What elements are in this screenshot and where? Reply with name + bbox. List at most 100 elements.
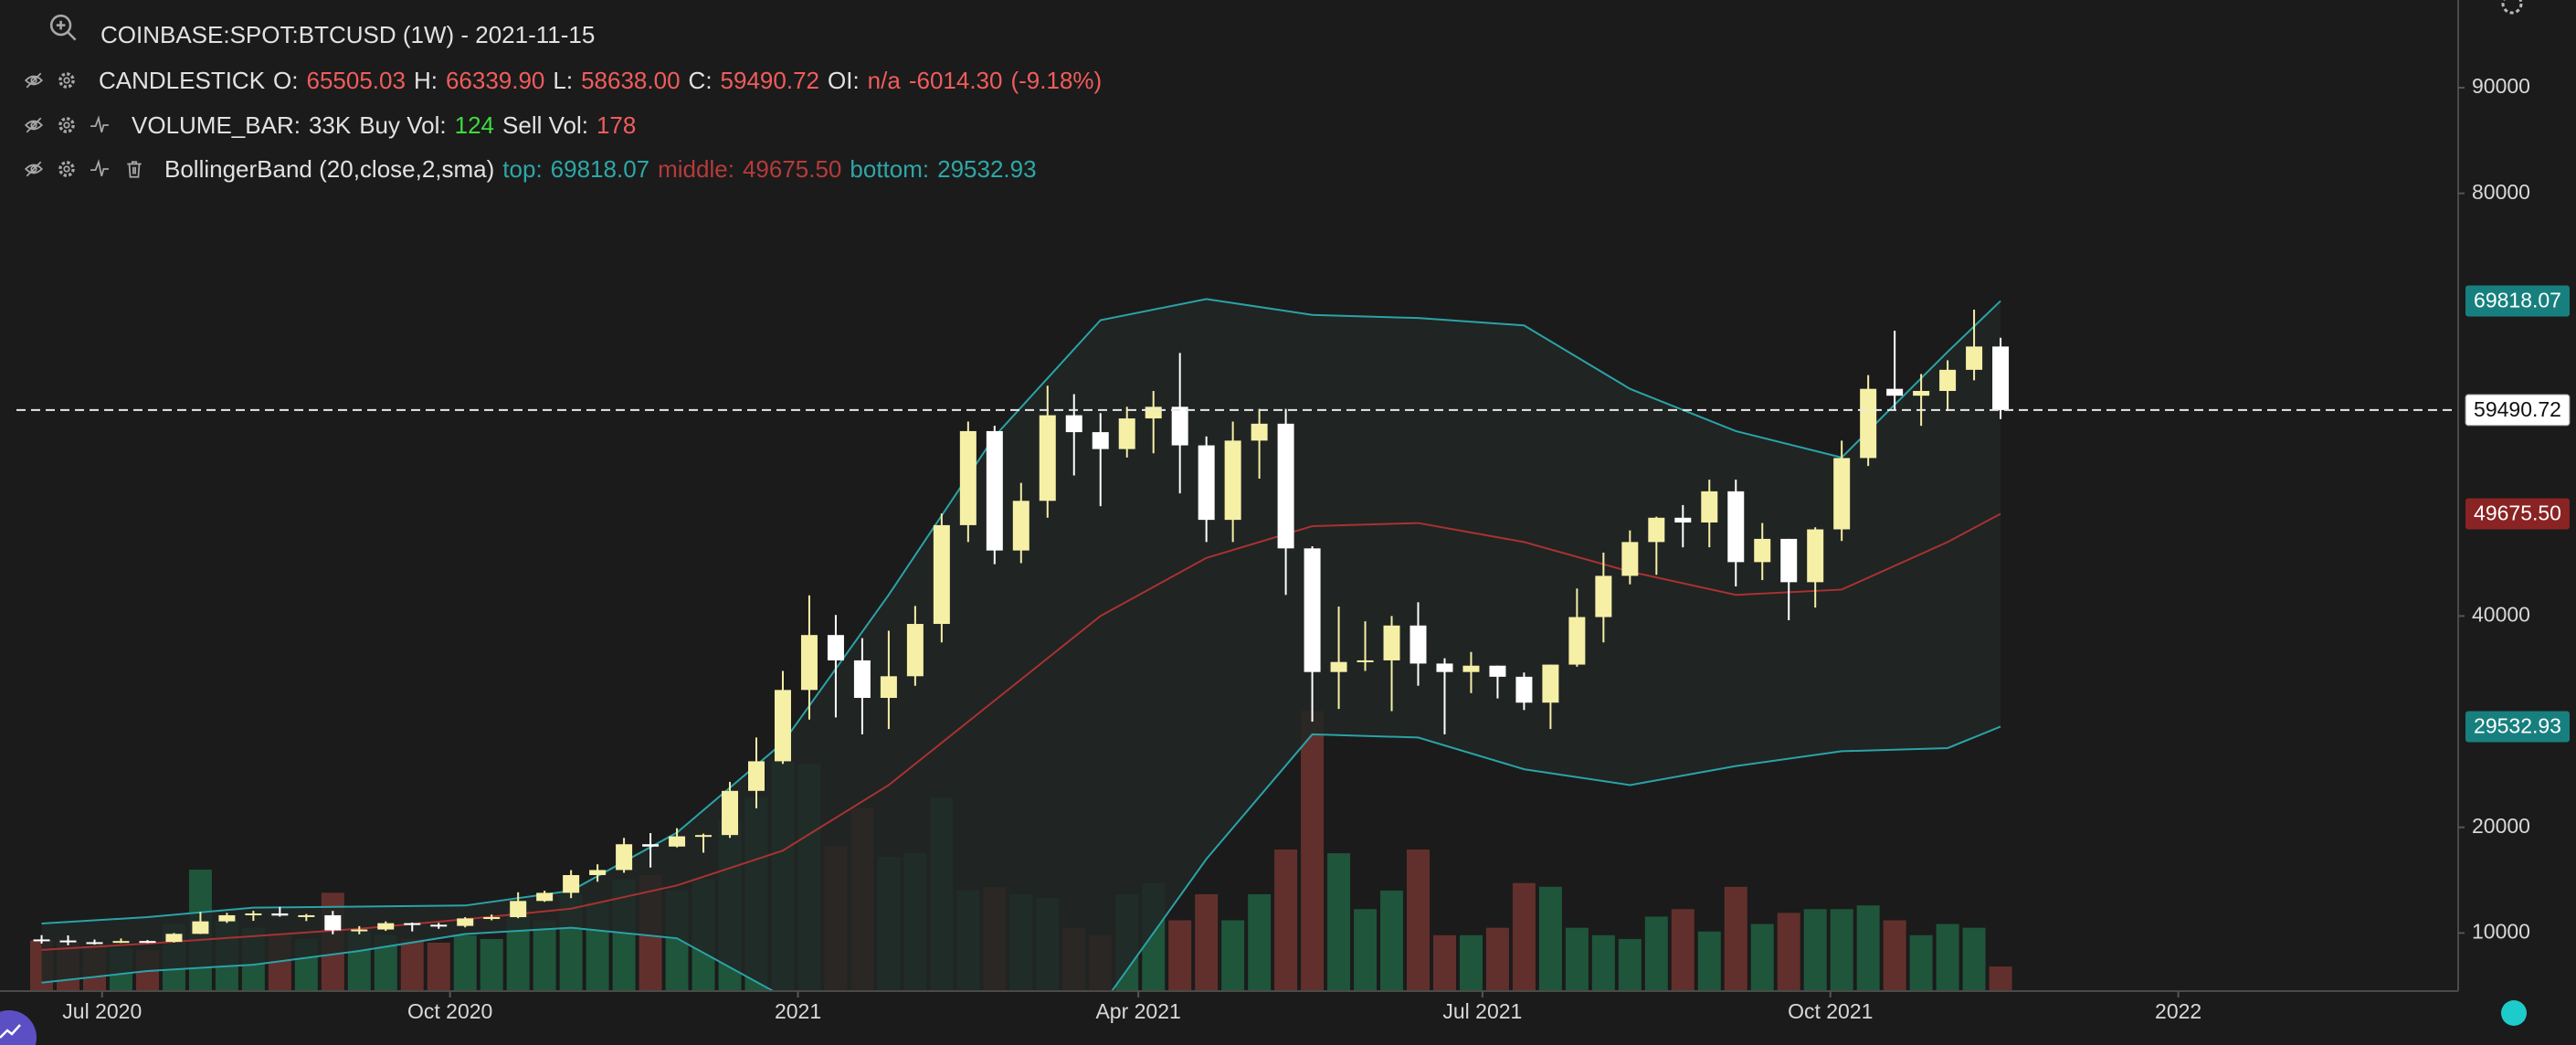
price-badge	[2465, 285, 2570, 317]
settings-icon[interactable]	[57, 159, 77, 179]
candle-body	[1012, 501, 1029, 551]
y-tick-label: 90000	[2472, 74, 2530, 98]
delete-icon[interactable]	[124, 159, 144, 179]
legend-value: 65505.03	[306, 67, 406, 94]
volume-bar	[1618, 938, 1642, 991]
candle-body	[1065, 415, 1082, 433]
volume-bar	[1168, 920, 1192, 991]
candle-body	[483, 917, 501, 920]
indicator-icon[interactable]	[90, 159, 110, 179]
candle-body	[377, 923, 395, 930]
x-tick-label: 2022	[2155, 999, 2201, 1023]
candle-body	[1357, 660, 1374, 662]
candle-body	[986, 430, 1003, 551]
x-tick-label: Jul 2020	[62, 999, 142, 1023]
band-line	[41, 298, 2001, 924]
candle-body	[1780, 538, 1798, 583]
candle-body	[1330, 661, 1347, 672]
candle-body	[1224, 440, 1241, 521]
hide-icon[interactable]	[24, 159, 44, 179]
bands-legend: BollingerBand (20,close,2,sma) top: 69818.…	[164, 154, 1045, 184]
candle-body	[1754, 538, 1771, 563]
price-badge	[2465, 711, 2570, 743]
candle-body	[1595, 575, 1612, 618]
volume-bar	[1354, 909, 1378, 991]
legend-value: n/a	[867, 67, 901, 94]
status-dot[interactable]	[2501, 1000, 2527, 1026]
volume-bar	[1248, 893, 1272, 991]
settings-button[interactable]	[2501, 0, 2523, 15]
candle-body	[748, 761, 765, 791]
candle-body	[1701, 491, 1718, 522]
volume-bar	[1301, 711, 1325, 991]
candle-body	[457, 918, 474, 926]
volume-bar	[1512, 882, 1536, 991]
x-tick-label: Jul 2021	[1442, 999, 1522, 1023]
candle-body	[1833, 458, 1851, 530]
legend-key: L:	[553, 67, 574, 94]
candle-body	[933, 524, 950, 625]
candle-body	[1251, 423, 1268, 441]
price-badge-label: 49675.50	[2474, 501, 2561, 525]
volume-bar	[1856, 905, 1880, 991]
volume-bar	[480, 938, 503, 991]
candle-body	[86, 942, 103, 945]
legend-value: 66339.90	[445, 67, 545, 94]
x-tick-label: Apr 2021	[1095, 999, 1180, 1023]
candle-body	[324, 914, 342, 931]
band-line	[41, 512, 2001, 951]
candle-body	[218, 914, 236, 922]
candle-body	[192, 921, 209, 934]
settings-icon[interactable]	[57, 115, 77, 135]
candle-body	[642, 844, 660, 847]
candle-body	[1145, 406, 1162, 419]
volume-bar	[1883, 920, 1906, 991]
candle-body	[271, 913, 289, 916]
price-badge	[2465, 498, 2570, 530]
y-tick-label: 80000	[2472, 180, 2530, 204]
volume-bar	[1432, 934, 1456, 991]
candle-body	[351, 929, 368, 932]
change-pct: (-9.18%)	[1010, 67, 1103, 94]
legend-value: 49675.50	[742, 155, 842, 183]
volume-bar	[1830, 909, 1853, 991]
candle-body	[510, 901, 527, 918]
legend-key: OI:	[828, 67, 860, 94]
candle-body	[1039, 415, 1056, 501]
candle-body	[1674, 517, 1692, 522]
volume-bar	[1407, 850, 1430, 991]
change: -6014.30	[908, 67, 1003, 94]
legend-key: C:	[688, 67, 713, 94]
volume-bar	[1380, 890, 1404, 991]
legend-value: 58638.00	[581, 67, 681, 94]
hide-icon[interactable]	[24, 70, 44, 90]
candle-body	[1860, 388, 1877, 459]
volume-bar	[453, 934, 477, 991]
candle-body	[245, 913, 262, 915]
volume-bar	[1221, 920, 1245, 991]
indicator-icon[interactable]	[90, 115, 110, 135]
plot-area	[16, 298, 2458, 991]
axes: 10000 20000 40000 80000 90000 Jul 2020 Oct 202…	[62, 74, 2571, 1023]
candle-body	[1198, 445, 1215, 521]
volume-bar	[1459, 934, 1483, 991]
candle-body	[1621, 542, 1639, 576]
candle-body	[589, 870, 607, 875]
settings-icon[interactable]	[57, 70, 77, 90]
x-tick-label: 2021	[775, 999, 821, 1023]
candle-body	[906, 624, 924, 677]
candle-body	[1542, 664, 1559, 703]
hide-icon[interactable]	[24, 115, 44, 135]
volume-bar	[400, 938, 424, 991]
candle-body	[695, 835, 713, 838]
volume-bar	[1750, 924, 1774, 991]
candle-body	[1515, 676, 1533, 703]
chart-title: COINBASE:SPOT:BTCUSD (1W) - 2021-11-15	[100, 21, 596, 48]
candle-body	[616, 844, 633, 871]
price-badge-label: 69818.07	[2474, 289, 2561, 312]
legend-key: Buy Vol:	[359, 111, 447, 139]
band-line	[41, 725, 2001, 991]
app-button[interactable]	[0, 1010, 37, 1045]
zoom-icon[interactable]	[48, 13, 78, 42]
